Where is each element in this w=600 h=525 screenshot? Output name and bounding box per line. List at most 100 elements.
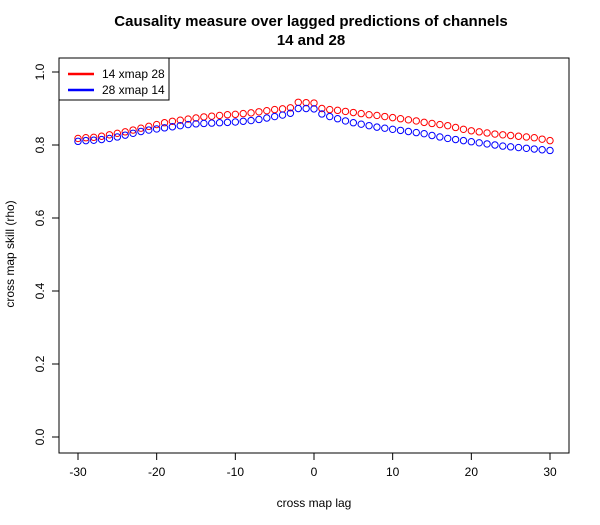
data-point xyxy=(97,132,106,140)
data-point xyxy=(137,127,145,136)
y-axis-label: cross map skill (rho) xyxy=(3,200,17,307)
data-point xyxy=(451,135,460,144)
x-tick-label: 20 xyxy=(465,465,479,479)
data-point xyxy=(294,104,302,113)
data-point xyxy=(113,133,122,141)
data-point xyxy=(483,129,491,137)
y-tick-label: 0.4 xyxy=(33,282,47,299)
data-point xyxy=(467,138,476,146)
data-point xyxy=(310,105,318,113)
data-point xyxy=(121,131,129,139)
data-point xyxy=(160,124,169,132)
data-point xyxy=(530,134,538,142)
data-point xyxy=(223,111,232,119)
data-point xyxy=(514,132,523,140)
data-point xyxy=(231,110,240,119)
data-point xyxy=(223,118,232,127)
data-point xyxy=(145,126,153,134)
data-point xyxy=(326,105,334,114)
data-point xyxy=(333,106,342,115)
chart-title-line-2: 14 and 28 xyxy=(277,32,345,49)
data-point xyxy=(82,134,90,142)
data-point xyxy=(247,109,255,117)
data-point xyxy=(302,104,310,113)
data-point xyxy=(396,126,405,135)
data-point xyxy=(270,105,279,114)
x-tick-label: 0 xyxy=(311,465,318,479)
x-tick-label: -20 xyxy=(148,465,166,479)
data-point xyxy=(467,127,476,135)
data-point xyxy=(231,118,240,126)
data-point xyxy=(152,125,161,133)
data-point xyxy=(538,146,546,154)
plot-frame xyxy=(58,57,570,454)
data-point xyxy=(459,125,468,134)
data-point xyxy=(428,131,436,140)
data-point xyxy=(546,146,554,155)
data-point xyxy=(357,109,365,118)
data-point xyxy=(263,106,271,115)
data-point xyxy=(444,121,452,130)
y-tick-label: 0.0 xyxy=(33,428,47,445)
data-point xyxy=(137,124,145,132)
legend-box xyxy=(58,57,170,101)
data-point xyxy=(499,142,507,150)
data-point xyxy=(420,129,428,138)
x-tick-label: -10 xyxy=(227,465,245,479)
data-point xyxy=(546,136,554,145)
data-point xyxy=(522,144,531,152)
data-point xyxy=(318,110,326,118)
data-point xyxy=(286,109,295,117)
data-point xyxy=(184,120,192,129)
data-point xyxy=(381,112,389,121)
data-point xyxy=(388,125,397,134)
data-point xyxy=(365,111,373,119)
data-point xyxy=(168,123,177,131)
data-point xyxy=(506,143,515,151)
data-point xyxy=(514,143,523,152)
x-axis-label: cross map lag xyxy=(277,496,352,510)
data-point xyxy=(286,104,295,112)
data-point xyxy=(404,127,413,136)
data-point xyxy=(184,115,192,123)
legend-label-28-xmap-14: 28 xmap 14 xyxy=(102,83,165,97)
data-point xyxy=(121,128,129,136)
data-point xyxy=(74,137,82,146)
data-points xyxy=(74,98,554,155)
data-point xyxy=(215,111,224,120)
data-point xyxy=(263,114,271,122)
data-point xyxy=(373,123,381,131)
data-point xyxy=(215,119,224,127)
series-0 xyxy=(74,98,554,145)
data-point xyxy=(74,134,82,143)
data-point xyxy=(200,113,208,121)
data-point xyxy=(90,136,98,144)
x-tick-label: 30 xyxy=(543,465,557,479)
y-tick-label: 0.2 xyxy=(33,355,47,372)
data-point xyxy=(506,131,515,140)
data-point xyxy=(522,133,531,141)
data-point xyxy=(420,118,428,127)
data-point xyxy=(239,117,247,125)
data-point xyxy=(444,134,452,143)
data-point xyxy=(396,115,405,123)
data-point xyxy=(428,119,436,128)
data-point xyxy=(326,112,334,121)
data-point xyxy=(105,134,114,143)
data-point xyxy=(333,115,342,123)
data-point xyxy=(475,139,483,147)
data-point xyxy=(341,107,350,116)
data-point xyxy=(255,108,263,116)
y-axis: 0.0 0.2 0.4 0.6 0.8 1.0 xyxy=(33,63,60,445)
data-point xyxy=(105,131,114,139)
data-point xyxy=(302,98,310,107)
data-point xyxy=(412,117,420,125)
legend: 14 xmap 28 28 xmap 14 xyxy=(58,57,170,101)
y-tick-label: 0.8 xyxy=(33,136,47,153)
data-point xyxy=(278,105,287,113)
x-tick-label: -30 xyxy=(69,465,87,479)
data-point xyxy=(483,140,491,148)
data-point xyxy=(499,131,507,139)
data-point xyxy=(97,135,106,144)
